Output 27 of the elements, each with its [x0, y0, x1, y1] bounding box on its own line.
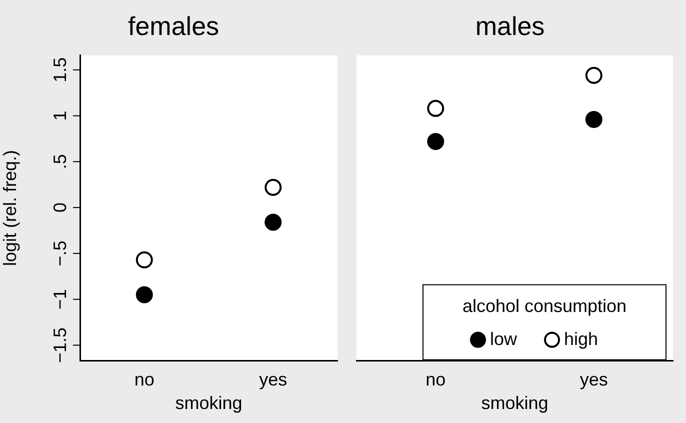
- x-tick-label: yes: [259, 370, 288, 390]
- y-tick-label: 1: [50, 110, 70, 121]
- point: [136, 251, 153, 268]
- x-tick-label: no: [134, 370, 154, 390]
- x-tick-label: yes: [580, 370, 608, 390]
- legend-title: alcohol consumption: [462, 296, 627, 316]
- point: [427, 132, 444, 150]
- point: [585, 66, 602, 84]
- y-axis-title: logit (rel. freq.): [0, 150, 20, 266]
- chart-title: males: [475, 10, 545, 41]
- y-tick-label: .5: [50, 154, 70, 170]
- y-tick-label: −.5: [50, 240, 70, 266]
- y-tick-label: −1.5: [50, 327, 70, 363]
- point: [136, 286, 153, 304]
- point: [264, 214, 282, 231]
- x-tick-label: no: [426, 370, 446, 390]
- y-tick-label: 0: [50, 202, 70, 213]
- legend-label: low: [490, 328, 518, 349]
- x-axis-title: smoking: [175, 393, 242, 414]
- point: [585, 110, 602, 128]
- chart-title: females: [128, 10, 220, 41]
- point: [427, 100, 444, 117]
- legend-label: high: [564, 328, 598, 349]
- y-tick-label: 1.5: [50, 57, 70, 82]
- point: [264, 178, 282, 196]
- x-axis-title: smoking: [481, 393, 548, 414]
- y-tick-label: −1: [50, 289, 70, 310]
